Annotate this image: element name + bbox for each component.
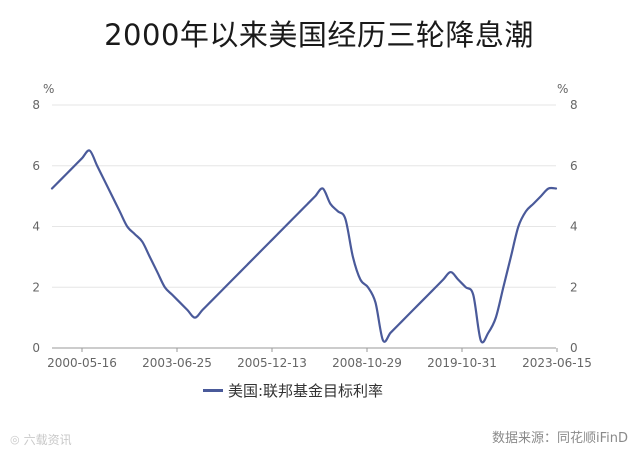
y-axis-unit-left: % (43, 82, 55, 96)
y-tick-label-right: 6 (570, 159, 578, 173)
legend-swatch (203, 389, 223, 392)
y-tick-label-right: 0 (570, 341, 578, 355)
y-tick-label-right: 8 (570, 98, 578, 112)
y-tick-label-right: 2 (570, 280, 578, 294)
x-tick-label: 2023-06-15 (522, 356, 592, 370)
x-tick-label: 2005-12-13 (237, 356, 307, 370)
watermark-logo-icon: ◎ (10, 433, 20, 446)
x-tick-label: 2008-10-29 (332, 356, 402, 370)
y-tick-label-right: 4 (570, 220, 578, 234)
legend-label: 美国:联邦基金目标利率 (228, 382, 384, 400)
legend[interactable]: 美国:联邦基金目标利率 (203, 380, 383, 401)
x-tick-label: 2000-05-16 (47, 356, 117, 370)
y-axis-unit-right: % (557, 82, 569, 96)
y-tick-label-left: 2 (32, 280, 40, 294)
y-tick-label-left: 8 (32, 98, 40, 112)
x-tick-label: 2019-10-31 (427, 356, 497, 370)
series-line (50, 149, 558, 344)
y-tick-label-left: 0 (32, 341, 40, 355)
data-source-note: 数据来源：同花顺iFinD (491, 431, 628, 446)
watermark: ◎ 六载资讯 (10, 431, 72, 448)
watermark-text: 六载资讯 (23, 433, 72, 447)
y-tick-label-left: 6 (32, 159, 40, 173)
chart-title: 2000年以来美国经历三轮降息潮 (104, 18, 534, 52)
y-tick-label-left: 4 (32, 220, 40, 234)
x-tick-label: 2003-06-25 (142, 356, 212, 370)
